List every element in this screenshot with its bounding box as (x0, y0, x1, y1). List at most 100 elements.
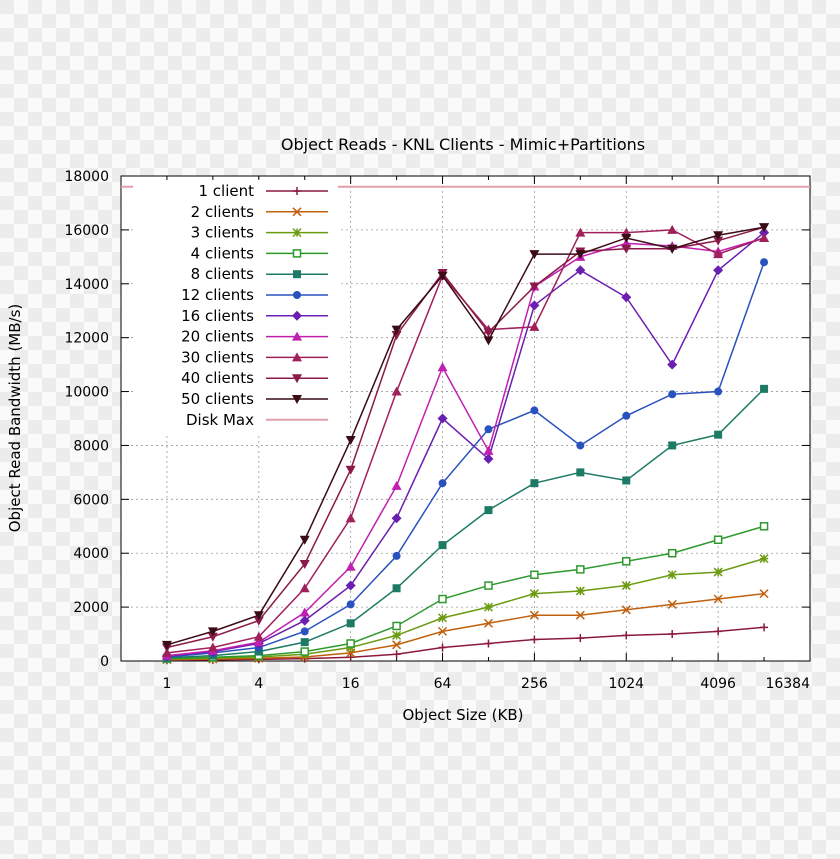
data-point (667, 599, 677, 609)
data-point (529, 589, 539, 599)
data-point (713, 236, 724, 246)
data-point (714, 430, 723, 439)
data-point (759, 554, 769, 564)
data-point (438, 541, 447, 550)
data-point (346, 639, 355, 648)
data-point (714, 387, 723, 396)
legend-marker (292, 207, 302, 217)
x-tick-label: 4 (254, 676, 263, 692)
data-point (392, 640, 402, 650)
y-tick-label: 0 (100, 654, 109, 670)
legend-label: 12 clients (181, 286, 254, 304)
data-point (622, 476, 631, 485)
series-line (166, 261, 765, 658)
data-point (621, 581, 631, 591)
data-point (391, 386, 402, 396)
legend-background (133, 180, 338, 436)
y-axis-label: Object Read Bandwidth (MB/s) (6, 304, 24, 533)
legend-label: 4 clients (191, 244, 255, 262)
data-point (759, 589, 769, 599)
data-point (483, 453, 494, 464)
legend-marker (292, 249, 302, 258)
data-point (668, 441, 677, 450)
data-point (300, 627, 309, 636)
series-10 (161, 223, 770, 650)
series-line (166, 525, 765, 660)
y-tick-label: 8000 (73, 438, 109, 454)
data-point (484, 581, 493, 590)
data-point (713, 567, 723, 577)
data-point (760, 384, 769, 393)
data-point (438, 479, 447, 488)
x-tick-label: 16 (342, 676, 360, 692)
legend-label: Disk Max (186, 411, 254, 429)
data-point (621, 292, 632, 303)
series-line (166, 237, 765, 657)
data-point (207, 632, 218, 642)
series-line (166, 226, 765, 649)
y-tick-label: 10000 (64, 385, 109, 401)
data-point (575, 265, 586, 276)
data-point (299, 583, 310, 593)
data-point (392, 630, 402, 640)
data-point (392, 621, 401, 631)
data-point (207, 627, 218, 637)
data-point (667, 359, 678, 370)
x-tick-label: 16384 (765, 676, 810, 692)
data-point (529, 282, 540, 292)
legend-marker (293, 270, 301, 279)
data-point (667, 570, 677, 580)
legend-label: 20 clients (181, 328, 254, 346)
series-line (166, 592, 765, 661)
data-point (345, 561, 356, 571)
legend-marker (293, 291, 301, 299)
data-point (529, 321, 540, 331)
data-point (483, 602, 493, 612)
data-point (345, 465, 356, 475)
data-point (437, 413, 448, 424)
data-point (483, 445, 494, 455)
data-point (253, 637, 264, 647)
data-point (530, 479, 539, 488)
data-point (621, 605, 631, 615)
data-point (575, 250, 586, 260)
chart-title: Object Reads - KNL Clients - Mimic+Parti… (281, 135, 645, 154)
legend-marker (292, 331, 302, 341)
data-point (391, 325, 402, 335)
data-point (346, 619, 355, 628)
data-point (575, 227, 586, 237)
y-tick-label: 6000 (73, 492, 109, 508)
data-point (253, 611, 264, 621)
data-point (576, 468, 585, 477)
plot-border (120, 175, 811, 662)
data-point (484, 506, 493, 515)
data-point (483, 328, 494, 338)
data-point (299, 560, 310, 569)
x-tick-label: 1024 (608, 676, 644, 692)
data-point (529, 610, 539, 620)
data-point (438, 626, 448, 636)
legend-marker (292, 395, 302, 404)
data-point (575, 586, 585, 596)
data-point (438, 613, 448, 623)
x-tick-label: 256 (521, 676, 548, 692)
data-point (484, 425, 493, 434)
x-tick-label: 4096 (700, 676, 736, 692)
legend-marker (292, 310, 302, 321)
data-point (760, 623, 769, 632)
data-point (391, 330, 402, 340)
data-point (667, 548, 677, 558)
y-tick-label: 16000 (64, 223, 109, 239)
series-line (166, 626, 765, 661)
plot-area (121, 185, 810, 665)
data-point (300, 647, 309, 656)
data-point (299, 615, 310, 626)
y-tick-label: 2000 (73, 600, 109, 616)
data-point (530, 635, 539, 644)
legend-label: 3 clients (191, 224, 255, 242)
data-point (667, 244, 678, 254)
data-point (668, 390, 677, 399)
data-point (759, 227, 770, 238)
data-point (713, 231, 724, 241)
